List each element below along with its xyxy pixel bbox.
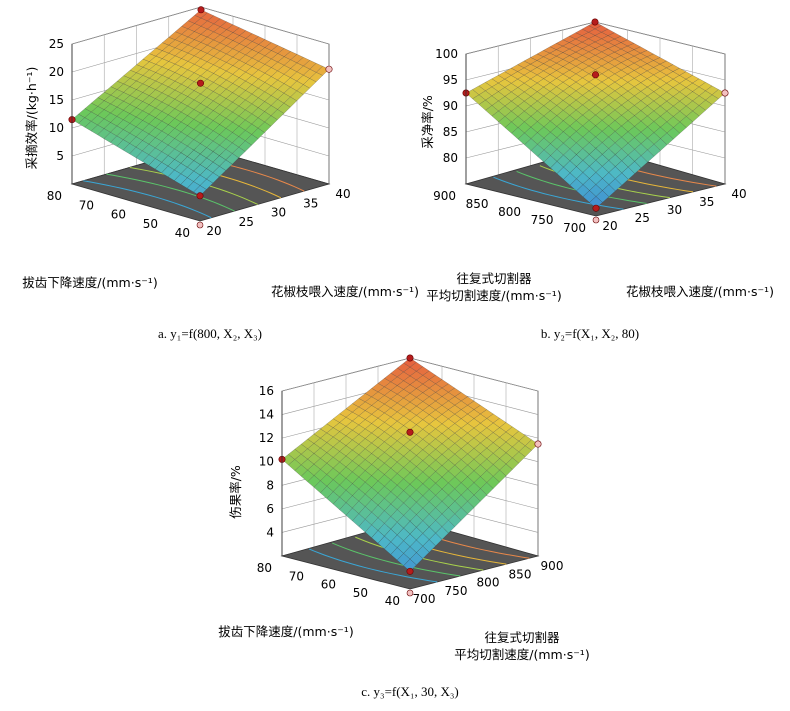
x-tick-label: 35 [699, 195, 714, 209]
design-point [325, 65, 333, 73]
y-tick-label: 40 [385, 594, 400, 608]
x-tick-label: 20 [206, 224, 221, 238]
panel-c-surface-chart: 4 6 8 10 12 14 16 700 750 800 850 900 40 50 60 70 80 伤果率/… [218, 354, 590, 662]
z-tick-label: 90 [443, 99, 458, 113]
x-tick-label: 900 [541, 559, 564, 573]
x-axis-label: 平均切割速度/(mm·s⁻¹) [454, 647, 589, 662]
surface-facet [589, 196, 603, 209]
z-tick-label: 8 [266, 478, 274, 492]
y-tick-label: 80 [257, 561, 272, 575]
z-tick-label: 14 [259, 408, 274, 422]
x-axis-label: 花椒枝喂入速度/(mm·s⁻¹) [271, 284, 419, 299]
x-tick-label: 750 [445, 584, 468, 598]
y-tick-label: 70 [289, 569, 304, 583]
z-tick-label: 100 [435, 47, 458, 61]
x-tick-label: 850 [509, 567, 532, 581]
y-axis-label: 拔齿下降速度/(mm·s⁻¹) [218, 624, 353, 639]
design-point [591, 71, 599, 79]
x-tick-label: 40 [335, 187, 350, 201]
y-axis-label: 平均切割速度/(mm·s⁻¹) [426, 288, 561, 303]
surface-mesh [465, 21, 726, 209]
z-tick-label: 6 [266, 502, 274, 516]
x-tick-label: 20 [602, 219, 617, 233]
caption-a: a. y₁=f(800, X₂, X₃) [158, 326, 262, 341]
design-point [591, 18, 599, 26]
floor-contour-line [83, 180, 212, 219]
design-point [406, 567, 414, 575]
x-tick-label: 40 [731, 187, 746, 201]
y-axis-label: 拔齿下降速度/(mm·s⁻¹) [22, 275, 157, 290]
z-tick-label: 80 [443, 151, 458, 165]
floor-contour-line [309, 548, 438, 583]
design-point [196, 221, 204, 229]
caption-b: b. y₂=f(X₁, X₂, 80) [541, 326, 639, 341]
y-tick-label: 50 [143, 217, 158, 231]
z-tick-label: 85 [443, 125, 458, 139]
panel-a-surface-chart: 5 10 15 20 25 20 25 30 35 40 40 50 60 70 80 采摘效率/(kg·h⁻… [22, 6, 419, 299]
y-tick-label: 900 [433, 189, 456, 203]
design-point [592, 204, 600, 212]
surface-mesh [71, 9, 330, 197]
y-tick-label: 800 [498, 205, 521, 219]
x-axis-label: 往复式切割器 [484, 630, 560, 645]
x-tick-label: 800 [477, 576, 500, 590]
y-tick-label: 80 [47, 189, 62, 203]
z-tick-label: 4 [266, 525, 274, 539]
z-tick-label: 5 [56, 149, 64, 163]
y-tick-label: 50 [353, 586, 368, 600]
design-point [197, 79, 205, 87]
design-point [534, 440, 542, 448]
y-tick-label: 40 [175, 226, 190, 240]
surface-facet [193, 185, 207, 197]
floor-contour-line [106, 173, 235, 212]
design-point [721, 89, 729, 97]
design-point [406, 428, 414, 436]
design-point [197, 6, 205, 14]
design-point [592, 216, 600, 224]
x-tick-label: 35 [303, 196, 318, 210]
z-tick-label: 15 [49, 93, 64, 107]
y-tick-label: 60 [321, 578, 336, 592]
panel-b-surface-chart: 80 85 90 95 100 20 25 30 35 40 700 750 800 850 900 采净率/… [420, 18, 774, 303]
caption-c: c. y₃=f(X₁, 30, X₃) [361, 684, 458, 699]
x-axis-label: 花椒枝喂入速度/(mm·s⁻¹) [626, 284, 774, 299]
design-point [406, 354, 414, 362]
x-tick-label: 25 [635, 211, 650, 225]
z-tick-label: 10 [259, 455, 274, 469]
floor-contour-line [516, 170, 647, 204]
x-tick-label: 700 [413, 592, 436, 606]
z-axis-label: 采净率/% [420, 95, 435, 149]
floor-contour-line [332, 542, 461, 577]
surface-facet [403, 558, 417, 572]
y-tick-label: 750 [531, 213, 554, 227]
x-tick-label: 30 [667, 203, 682, 217]
z-tick-label: 20 [49, 65, 64, 79]
y-tick-label: 850 [466, 197, 489, 211]
z-axis-label: 采摘效率/(kg·h⁻¹) [24, 67, 39, 170]
x-tick-label: 30 [271, 206, 286, 220]
design-point [196, 192, 204, 200]
y-tick-label: 70 [79, 198, 94, 212]
design-point [406, 589, 414, 597]
z-tick-label: 16 [259, 384, 274, 398]
x-tick-label: 25 [239, 215, 254, 229]
z-tick-label: 12 [259, 431, 274, 445]
z-tick-label: 95 [443, 73, 458, 87]
z-tick-label: 10 [49, 121, 64, 135]
z-axis-label: 伤果率/% [228, 465, 243, 519]
z-tick-label: 25 [49, 37, 64, 51]
y-tick-label: 700 [563, 221, 586, 235]
surface-mesh [281, 357, 539, 572]
y-tick-label: 60 [111, 208, 126, 222]
y-axis-label: 往复式切割器 [456, 271, 532, 286]
